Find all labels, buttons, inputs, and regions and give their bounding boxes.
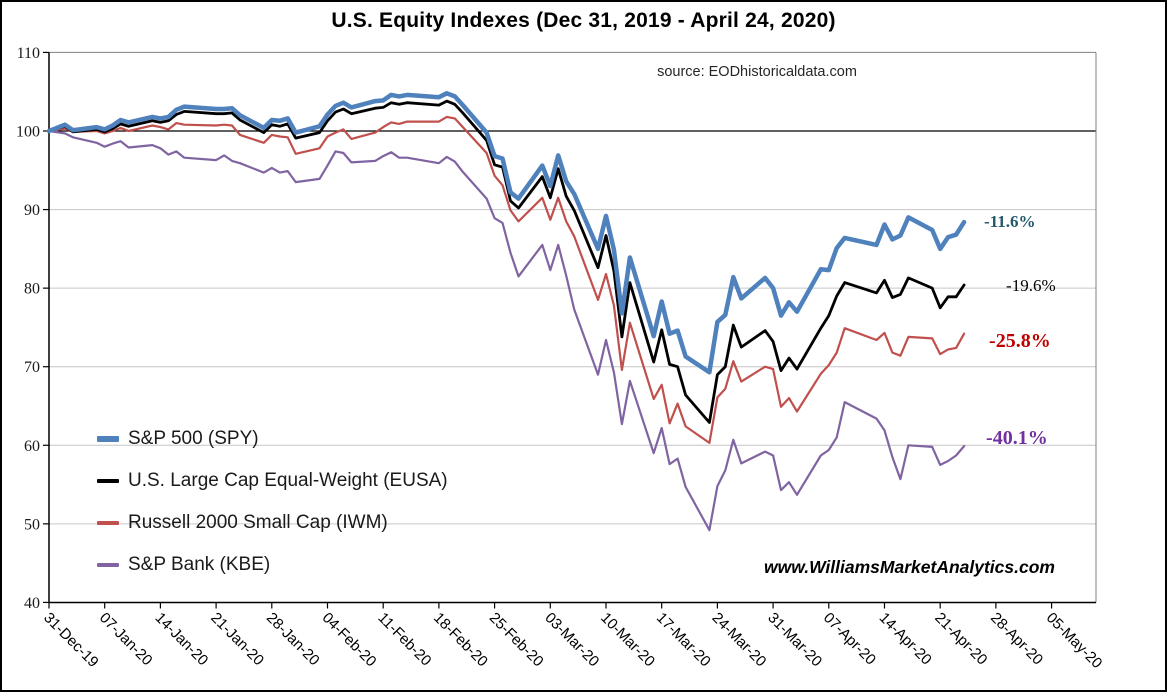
x-axis-label-31-Dec-19: 31-Dec-19	[40, 609, 102, 671]
legend-line-swatch-spy	[97, 435, 119, 443]
chart-title: U.S. Equity Indexes (Dec 31, 2019 - Apri…	[331, 9, 836, 32]
y-axis-label-80: 80	[24, 281, 40, 298]
x-axis-label-07-Jan-20: 07-Jan-20	[96, 609, 156, 669]
y-axis-label-100: 100	[16, 124, 40, 141]
y-axis-label-110: 110	[17, 45, 40, 62]
legend-item-spy: S&P 500 (SPY)	[97, 418, 448, 460]
legend-label-kbe: S&P Bank (KBE)	[128, 554, 271, 575]
legend-item-iwm: Russell 2000 Small Cap (IWM)	[97, 502, 448, 544]
y-axis-label-50: 50	[24, 516, 40, 533]
y-axis-label-90: 90	[24, 202, 40, 219]
end-label-spy: -11.6%	[984, 211, 1036, 231]
x-axis-label-28-Apr-20: 28-Apr-20	[987, 609, 1046, 668]
x-axis-label-14-Apr-20: 14-Apr-20	[876, 609, 935, 668]
end-label-kbe: -40.1%	[986, 426, 1048, 449]
legend-item-eusa: U.S. Large Cap Equal-Weight (EUSA)	[97, 460, 448, 502]
x-axis-label-10-Mar-20: 10-Mar-20	[597, 609, 658, 670]
watermark: www.WilliamsMarketAnalytics.com	[764, 557, 1055, 577]
source-note: source: EODhistoricaldata.com	[657, 64, 857, 80]
legend-label-eusa: U.S. Large Cap Equal-Weight (EUSA)	[128, 470, 448, 491]
legend: S&P 500 (SPY) U.S. Large Cap Equal-Weigh…	[97, 418, 448, 586]
x-axis-label-24-Mar-20: 24-Mar-20	[709, 609, 770, 670]
x-axis-label-03-Mar-20: 03-Mar-20	[541, 609, 602, 670]
legend-label-iwm: Russell 2000 Small Cap (IWM)	[128, 512, 388, 533]
x-axis-label-07-Apr-20: 07-Apr-20	[820, 609, 879, 668]
y-axis-label-40: 40	[24, 595, 40, 612]
series-line-russell-2000-small-cap-iwm-	[47, 115, 966, 444]
legend-label-spy: S&P 500 (SPY)	[128, 428, 259, 449]
y-axis-label-70: 70	[24, 359, 40, 376]
x-axis-label-28-Jan-20: 28-Jan-20	[263, 609, 323, 669]
legend-line-swatch-eusa	[97, 479, 119, 483]
x-axis-label-05-May-20: 05-May-20	[1043, 609, 1106, 672]
x-axis-label-18-Feb-20: 18-Feb-20	[430, 609, 491, 670]
series-line-s-p-bank-kbe-	[47, 129, 966, 532]
x-axis-label-17-Mar-20: 17-Mar-20	[653, 609, 714, 670]
x-axis-label-21-Apr-20: 21-Apr-20	[931, 609, 990, 668]
x-axis-label-31-Mar-20: 31-Mar-20	[764, 609, 825, 670]
y-axis-label-60: 60	[24, 438, 40, 455]
x-axis-label-04-Feb-20: 04-Feb-20	[319, 609, 380, 670]
legend-line-swatch-kbe	[97, 563, 119, 567]
x-axis-label-11-Feb-20: 11-Feb-20	[374, 609, 434, 669]
x-axis-label-14-Jan-20: 14-Jan-20	[152, 609, 212, 669]
legend-line-swatch-iwm	[97, 521, 119, 525]
legend-item-kbe: S&P Bank (KBE)	[97, 544, 448, 586]
x-axis-label-21-Jan-20: 21-Jan-20	[207, 609, 267, 669]
end-label-eusa: -19.6%	[1006, 276, 1056, 296]
x-axis-label-25-Feb-20: 25-Feb-20	[486, 609, 547, 670]
series-line-u-s-large-cap-equal-weight-eusa-	[47, 99, 966, 424]
end-label-iwm: -25.8%	[989, 330, 1051, 353]
series-line-s-p-500-spy-	[46, 91, 967, 375]
